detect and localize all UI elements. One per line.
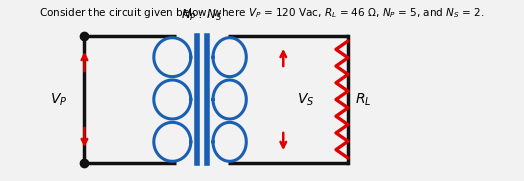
Text: $R_L$: $R_L$	[355, 91, 372, 108]
Text: Consider the circuit given below, where $V_P$ = 120 Vac, $R_L$ = 46 Ω, $N_P$ = 5: Consider the circuit given below, where …	[39, 6, 485, 20]
Text: $N_P$ : $N_S$: $N_P$ : $N_S$	[181, 8, 223, 23]
Text: $V_P$: $V_P$	[50, 91, 67, 108]
Text: $V_S$: $V_S$	[297, 91, 314, 108]
